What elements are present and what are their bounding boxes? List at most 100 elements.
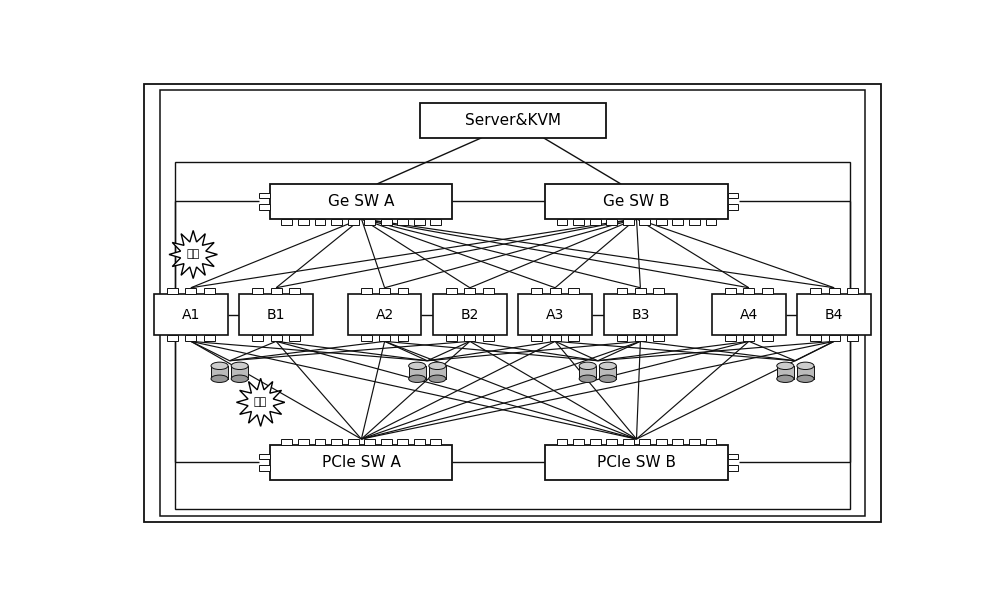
Bar <box>579 366 596 379</box>
Text: A4: A4 <box>740 308 758 322</box>
Bar <box>185 288 196 294</box>
Bar <box>464 335 475 341</box>
Bar <box>381 218 392 224</box>
Bar <box>298 218 309 224</box>
Bar <box>725 335 736 341</box>
Bar <box>653 288 664 294</box>
Bar <box>656 439 667 445</box>
Bar <box>464 288 475 294</box>
Bar <box>743 288 754 294</box>
Text: Ge SW B: Ge SW B <box>603 194 670 209</box>
Bar <box>743 335 754 341</box>
Text: B2: B2 <box>461 308 479 322</box>
Bar <box>635 335 646 341</box>
Text: B3: B3 <box>631 308 650 322</box>
Bar <box>154 294 228 335</box>
Bar <box>167 288 178 294</box>
Bar <box>617 288 627 294</box>
Bar <box>639 218 650 224</box>
Bar <box>550 335 561 341</box>
Bar <box>409 366 426 379</box>
Bar <box>810 335 821 341</box>
Bar <box>606 439 617 445</box>
Ellipse shape <box>231 362 248 370</box>
Polygon shape <box>169 230 217 278</box>
Ellipse shape <box>579 375 596 382</box>
Bar <box>446 335 457 341</box>
Bar <box>847 335 858 341</box>
Bar <box>568 335 579 341</box>
Bar <box>847 288 858 294</box>
Bar <box>623 218 634 224</box>
Bar <box>653 335 664 341</box>
Bar <box>590 218 601 224</box>
Bar <box>315 218 325 224</box>
Bar <box>175 162 850 509</box>
Bar <box>185 335 196 341</box>
Bar <box>414 439 425 445</box>
Bar <box>777 366 794 379</box>
Bar <box>430 439 441 445</box>
Ellipse shape <box>599 362 616 370</box>
Bar <box>446 288 457 294</box>
Text: B4: B4 <box>825 308 843 322</box>
Bar <box>204 335 215 341</box>
Text: A2: A2 <box>376 308 394 322</box>
Bar <box>606 218 617 224</box>
Bar <box>348 294 421 335</box>
Bar <box>545 184 728 218</box>
Ellipse shape <box>231 375 248 382</box>
Bar <box>398 335 408 341</box>
Bar <box>281 218 292 224</box>
Bar <box>298 439 309 445</box>
Bar <box>725 288 736 294</box>
Bar <box>573 218 584 224</box>
Bar <box>829 335 840 341</box>
Bar <box>281 439 292 445</box>
Bar <box>397 439 408 445</box>
Bar <box>252 335 263 341</box>
Bar <box>672 218 683 224</box>
Ellipse shape <box>579 362 596 370</box>
Text: Ge SW A: Ge SW A <box>328 194 395 209</box>
Bar <box>289 288 300 294</box>
Bar <box>259 205 270 210</box>
Text: 故障: 故障 <box>254 397 267 407</box>
Bar <box>398 288 408 294</box>
Bar <box>348 439 359 445</box>
Bar <box>211 366 228 379</box>
Bar <box>728 205 738 210</box>
Text: PCIe SW A: PCIe SW A <box>322 455 401 470</box>
Bar <box>414 218 425 224</box>
Bar <box>420 103 606 138</box>
Bar <box>599 366 616 379</box>
Bar <box>635 288 646 294</box>
Bar <box>259 454 270 460</box>
Bar <box>259 193 270 199</box>
Bar <box>270 184 452 218</box>
Bar <box>728 454 738 460</box>
Bar <box>672 439 683 445</box>
Bar <box>604 294 677 335</box>
Bar <box>797 294 871 335</box>
Bar <box>797 366 814 379</box>
Bar <box>550 288 561 294</box>
Bar <box>364 218 375 224</box>
Bar <box>656 218 667 224</box>
Bar <box>573 439 584 445</box>
Text: A1: A1 <box>182 308 200 322</box>
Bar <box>259 466 270 471</box>
Bar <box>315 439 325 445</box>
Bar <box>348 218 359 224</box>
Bar <box>639 439 650 445</box>
Ellipse shape <box>797 362 814 370</box>
Bar <box>706 439 716 445</box>
Bar <box>590 439 601 445</box>
Bar <box>689 218 700 224</box>
Ellipse shape <box>599 375 616 382</box>
Bar <box>331 439 342 445</box>
Ellipse shape <box>429 362 446 370</box>
Bar <box>545 445 728 480</box>
Ellipse shape <box>777 375 794 382</box>
Text: 故障: 故障 <box>187 250 200 259</box>
